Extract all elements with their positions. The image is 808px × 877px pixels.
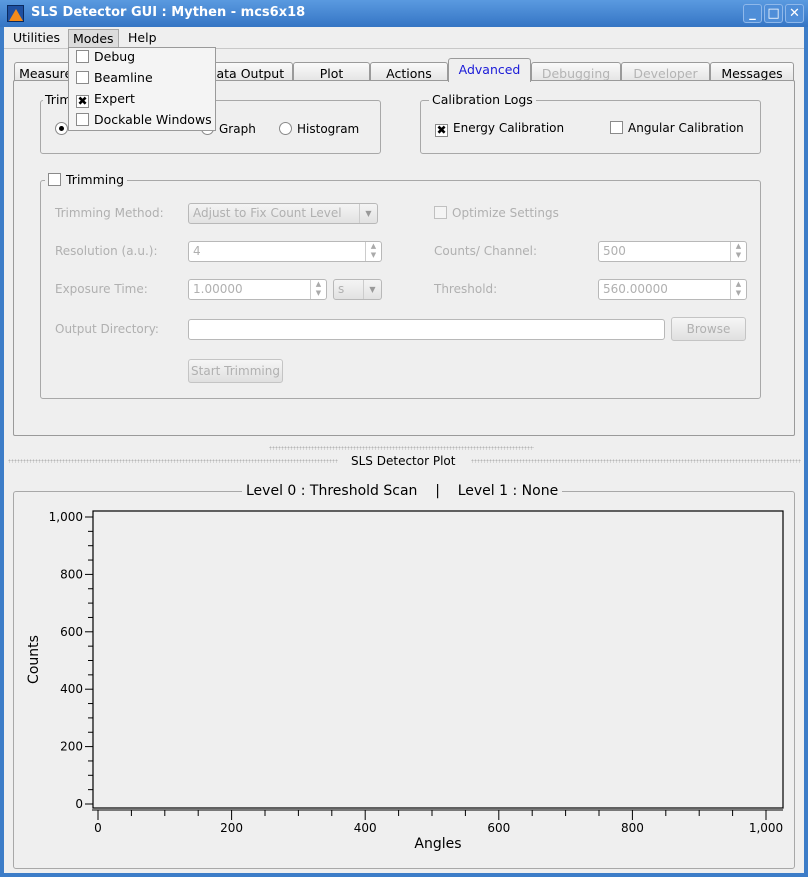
chevron-down-icon: ▼ — [359, 204, 377, 223]
checkbox-icon — [76, 71, 89, 84]
tab-messages[interactable]: Messages — [710, 62, 794, 81]
angular-calibration-checkbox[interactable]: Angular Calibration — [610, 121, 744, 135]
output-directory-input[interactable] — [188, 319, 665, 340]
x-tick-label: 1,000 — [749, 821, 783, 835]
checkbox-icon — [76, 50, 89, 63]
checkbox-checked-icon: ✖ — [435, 123, 448, 137]
plot-group-title: Level 0 : Threshold Scan | Level 1 : Non… — [242, 483, 563, 499]
y-tick-label: 1,000 — [49, 510, 83, 524]
modes-menu: Debug Beamline ✖ Expert Dockable Windows — [68, 47, 216, 131]
menu-help[interactable]: Help — [128, 30, 157, 45]
radio-histogram[interactable]: Histogram — [279, 122, 359, 136]
checkbox-icon — [48, 173, 61, 186]
advanced-panel: Trim Graph Histogram Calibration Logs ✖ E… — [13, 80, 795, 436]
maximize-button[interactable]: □ — [764, 4, 783, 23]
menu-utilities[interactable]: Utilities — [13, 30, 61, 45]
tab-data-output[interactable]: Data Output — [198, 62, 293, 81]
checkbox-checked-icon: ✖ — [76, 94, 89, 108]
spin-arrows-icon[interactable]: ▲ ▼ — [310, 280, 326, 299]
x-tick-label: 200 — [220, 821, 243, 835]
window-title: SLS Detector GUI : Mythen - mcs6x18 — [31, 5, 306, 20]
menu-item-debug[interactable]: Debug — [76, 49, 135, 69]
spin-arrows-icon[interactable]: ▲ ▼ — [730, 242, 746, 261]
close-button[interactable]: ✕ — [785, 4, 804, 23]
resolution-spinbox[interactable]: 4 ▲ ▼ — [188, 241, 382, 262]
tab-developer[interactable]: Developer — [621, 62, 710, 81]
counts-channel-label: Counts/ Channel: — [434, 244, 538, 258]
tab-plot[interactable]: Plot — [293, 62, 370, 81]
dock-grip-right[interactable] — [471, 459, 801, 463]
menu-item-dockable-windows[interactable]: Dockable Windows — [76, 112, 212, 132]
radio-option-1[interactable] — [55, 122, 73, 136]
spin-arrows-icon[interactable]: ▲ ▼ — [365, 242, 381, 261]
optimize-settings-checkbox[interactable]: Optimize Settings — [434, 206, 559, 220]
checkbox-icon — [76, 113, 89, 126]
calibration-logs-title: Calibration Logs — [429, 92, 536, 107]
checkbox-icon — [434, 206, 447, 219]
checkbox-icon — [610, 121, 623, 134]
trimming-checkbox[interactable]: Trimming — [45, 172, 128, 187]
output-directory-label: Output Directory: — [55, 322, 159, 336]
calibration-logs-group: Calibration Logs ✖ Energy Calibration Ang… — [420, 92, 761, 154]
threshold-spinbox[interactable]: 560.00000 ▲ ▼ — [598, 279, 747, 300]
x-tick-label: 0 — [94, 821, 102, 835]
exposure-unit-select[interactable]: s ▼ — [333, 279, 382, 300]
resolution-label: Resolution (a.u.): — [55, 244, 158, 258]
tab-debugging[interactable]: Debugging — [531, 62, 621, 81]
plot-chart[interactable]: 0 200 400 600 800 1,000 0 200 400 600 800 1,000 Angl… — [4, 27, 804, 873]
splitter-handle[interactable] — [269, 446, 534, 450]
y-tick-label: 200 — [60, 740, 83, 754]
menu-item-expert[interactable]: ✖ Expert — [76, 91, 135, 108]
start-trimming-button[interactable]: Start Trimming — [188, 359, 283, 383]
dock-grip-left[interactable] — [8, 459, 338, 463]
tab-actions[interactable]: Actions — [370, 62, 448, 81]
plot-group: Level 0 : Threshold Scan | Level 1 : Non… — [13, 483, 795, 869]
client-area: Utilities Modes Help Measurement Data Ou… — [4, 27, 804, 873]
x-tick-label: 600 — [487, 821, 510, 835]
exposure-time-label: Exposure Time: — [55, 282, 148, 296]
y-tick-label: 400 — [60, 682, 83, 696]
plot-canvas — [92, 510, 784, 809]
exposure-time-spinbox[interactable]: 1.00000 ▲ ▼ — [188, 279, 327, 300]
spin-arrows-icon[interactable]: ▲ ▼ — [730, 280, 746, 299]
chevron-down-icon: ▼ — [363, 280, 381, 299]
dock-title: SLS Detector Plot — [351, 454, 456, 468]
threshold-label: Threshold: — [434, 282, 498, 296]
y-axis-label: Counts — [26, 635, 42, 684]
radio-icon — [279, 122, 292, 135]
title-bar[interactable]: SLS Detector GUI : Mythen - mcs6x18 _ □ … — [0, 0, 808, 27]
y-tick-label: 600 — [60, 625, 83, 639]
trim-logs-title: Trim — [43, 92, 74, 107]
trimming-method-select[interactable]: Adjust to Fix Count Level ▼ — [188, 203, 378, 224]
x-tick-label: 400 — [354, 821, 377, 835]
trimming-method-label: Trimming Method: — [55, 206, 164, 220]
browse-button[interactable]: Browse — [671, 317, 746, 341]
y-tick-label: 800 — [60, 567, 83, 581]
app-logo-icon — [7, 5, 24, 22]
y-tick-label: 0 — [75, 797, 83, 811]
energy-calibration-checkbox[interactable]: ✖ Energy Calibration — [435, 121, 565, 137]
counts-channel-spinbox[interactable]: 500 ▲ ▼ — [598, 241, 747, 262]
menu-item-beamline[interactable]: Beamline — [76, 70, 153, 90]
trimming-group: Trimming Trimming Method: Adjust to Fix … — [40, 172, 761, 399]
x-axis-label: Angles — [414, 836, 461, 852]
radio-icon — [55, 122, 68, 135]
tab-advanced[interactable]: Advanced — [448, 58, 531, 82]
minimize-button[interactable]: _ — [743, 4, 762, 23]
x-tick-label: 800 — [621, 821, 644, 835]
